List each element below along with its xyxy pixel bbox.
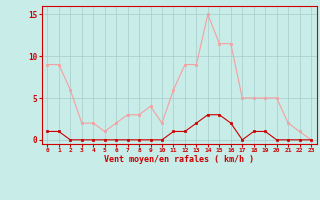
- X-axis label: Vent moyen/en rafales ( km/h ): Vent moyen/en rafales ( km/h ): [104, 155, 254, 164]
